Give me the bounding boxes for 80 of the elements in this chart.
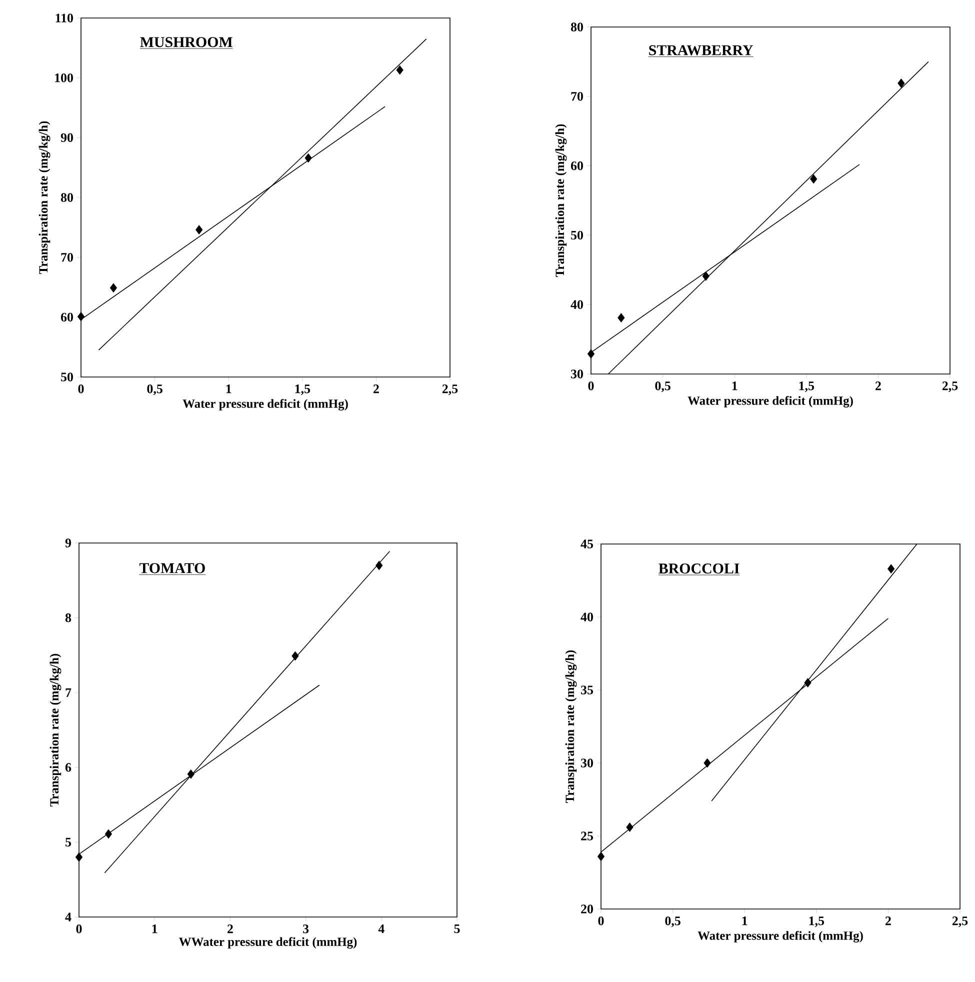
x-tick-label: 1,5 (809, 916, 824, 928)
x-tick-label: 2 (374, 384, 379, 394)
x-tick-label: 2,5 (942, 382, 958, 392)
point (304, 153, 312, 163)
y-axis-title: Transpiration rate (mg/kg/h) (50, 654, 62, 806)
point (810, 174, 818, 184)
x-tick-label: 2,5 (952, 916, 968, 928)
x-tick-label: 0,5 (655, 382, 670, 392)
x-tick-label: 2 (228, 924, 233, 934)
x-axis-title: Water pressure deficit (mmHg) (688, 396, 853, 408)
point (626, 822, 634, 832)
x-tick-label: 0 (588, 382, 594, 390)
x-tick-label: 1 (732, 382, 738, 390)
point (187, 769, 194, 779)
y-tick-label: 7 (66, 688, 72, 697)
y-tick-label: 70 (61, 252, 73, 262)
y-tick-label: 25 (581, 832, 594, 840)
point (804, 678, 812, 688)
y-tick-label: 8 (65, 613, 72, 622)
y-tick-label: 35 (581, 686, 594, 694)
y-tick-label: 60 (60, 312, 73, 322)
y-tick-label: 50 (61, 372, 73, 382)
point (597, 852, 605, 862)
point (587, 349, 595, 359)
x-tick-label: 2 (886, 916, 891, 926)
y-tick-label: 45 (580, 540, 594, 548)
x-tick-label: 4 (378, 924, 384, 934)
x-axis-title: Water pressure deficit (mmHg) (698, 930, 863, 942)
point (618, 313, 625, 322)
y-tick-label: 70 (571, 92, 583, 101)
x-tick-label: 3 (303, 924, 309, 934)
y-tick-label: 80 (570, 22, 583, 32)
x-tick-label: 0,5 (665, 916, 680, 928)
point (396, 65, 404, 75)
x-tick-label: 0 (598, 916, 604, 926)
y-axis-title: Transpiration rate (mg/kg/h) (565, 650, 577, 803)
y-axis-title: Transpiration rate (mg/kg/h) (38, 121, 50, 274)
x-tick-label: 1 (152, 924, 158, 934)
y-tick-label: 6 (65, 763, 72, 772)
x-tick-label: 0,5 (147, 384, 162, 396)
y-tick-label: 40 (570, 300, 583, 309)
x-tick-label: 2,5 (442, 384, 458, 396)
y-axis-title: Transpiration rate (mg/kg/h) (555, 124, 567, 277)
y-tick-label: 30 (581, 758, 593, 768)
point (704, 758, 711, 768)
text: TOMATO (139, 563, 205, 574)
point (376, 560, 383, 570)
y-tick-label: 90 (60, 133, 73, 142)
text: MUSHROOM (140, 37, 232, 48)
point (75, 852, 83, 862)
y-tick-label: 80 (60, 193, 73, 202)
point (77, 312, 85, 322)
point (898, 78, 905, 88)
y-tick-label: 20 (581, 904, 593, 914)
y-tick-label: 110 (56, 14, 73, 22)
point (888, 564, 895, 574)
x-axis-title: Water pressure deficit (mmHg) (182, 398, 348, 410)
y-tick-label: 100 (55, 73, 73, 82)
point (110, 283, 118, 293)
point (196, 225, 203, 234)
y-tick-label: 50 (571, 230, 583, 240)
x-tick-label: 5 (454, 924, 460, 934)
x-axis-title: WWater pressure deficit (mmHg) (179, 937, 357, 949)
y-tick-label: 30 (571, 370, 583, 378)
x-tick-label: 2 (876, 382, 881, 390)
text: BROCCOLI (658, 564, 740, 574)
x-tick-label: 1,5 (799, 382, 814, 392)
y-tick-label: 60 (570, 161, 583, 170)
x-tick-label: 1,5 (295, 384, 310, 396)
x-tick-label: 0 (76, 924, 82, 934)
y-tick-label: 5 (66, 838, 72, 846)
point (104, 829, 112, 839)
point (702, 271, 710, 281)
x-tick-label: 1 (226, 384, 232, 394)
x-tick-label: 1 (742, 916, 748, 926)
point (292, 651, 299, 661)
y-tick-label: 40 (580, 612, 593, 622)
text: STRAWBERRY (649, 45, 754, 56)
y-tick-label: 9 (65, 538, 72, 548)
x-tick-label: 0 (78, 384, 84, 394)
